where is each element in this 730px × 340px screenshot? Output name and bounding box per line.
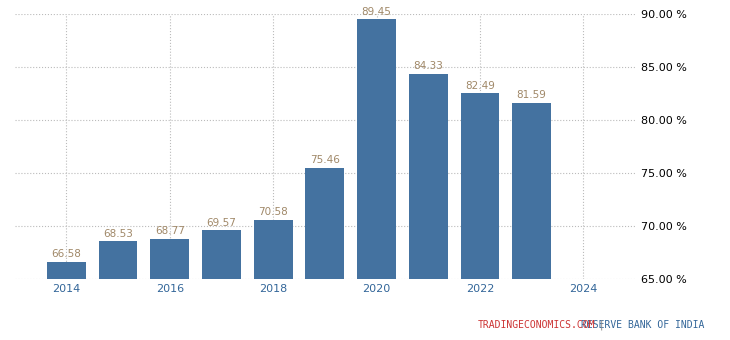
Text: 69.57: 69.57 [207,218,237,228]
Bar [202,230,241,279]
Bar [305,168,345,279]
Text: TRADINGECONOMICS.COM: TRADINGECONOMICS.COM [477,320,595,330]
Text: 66.58: 66.58 [51,249,81,259]
Text: 75.46: 75.46 [310,155,339,165]
Text: 68.77: 68.77 [155,226,185,236]
Text: |: | [587,319,616,330]
Bar [357,19,396,279]
Text: 70.58: 70.58 [258,207,288,217]
Bar [150,239,189,279]
Text: 68.53: 68.53 [103,229,133,239]
Bar [409,74,447,279]
Text: 82.49: 82.49 [465,81,495,91]
Text: 81.59: 81.59 [517,90,547,100]
Text: 89.45: 89.45 [361,7,391,17]
Bar [254,220,293,279]
Bar [99,241,137,279]
Text: RESERVE BANK OF INDIA: RESERVE BANK OF INDIA [581,320,704,330]
Text: 84.33: 84.33 [413,61,443,71]
Bar [512,103,551,279]
Bar [461,93,499,279]
Bar [47,262,85,279]
